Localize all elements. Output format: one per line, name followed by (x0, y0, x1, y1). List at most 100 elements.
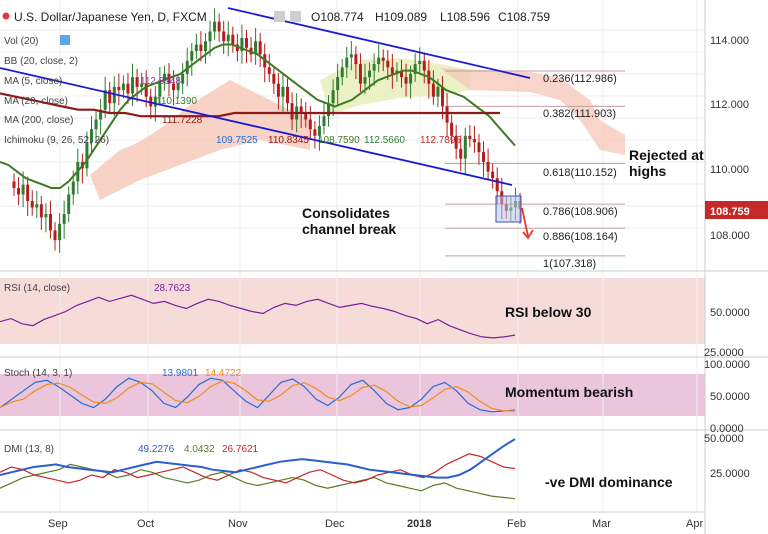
candle-body[interactable] (162, 73, 166, 81)
candle-body[interactable] (222, 31, 226, 42)
legend-bb[interactable]: BB (20, close, 2) (4, 56, 78, 67)
candle-body[interactable] (450, 122, 454, 136)
candle-body[interactable] (358, 64, 362, 84)
candle-body[interactable] (217, 21, 221, 32)
candle-body[interactable] (463, 135, 467, 159)
candle-body[interactable] (12, 181, 16, 188)
candle-body[interactable] (99, 109, 103, 120)
candle-body[interactable] (386, 60, 390, 68)
candle-body[interactable] (158, 80, 162, 97)
legend-ma200[interactable]: MA (200, close) (4, 115, 73, 126)
candle-body[interactable] (112, 86, 116, 104)
candle-body[interactable] (121, 83, 125, 91)
candle-body[interactable] (39, 204, 43, 218)
ma20-line[interactable] (0, 43, 516, 189)
candle-body[interactable] (194, 44, 198, 52)
candle-body[interactable] (44, 214, 48, 218)
candle-body[interactable] (377, 57, 381, 65)
candle-body[interactable] (409, 73, 413, 84)
eye-icon[interactable] (274, 11, 285, 22)
candle-body[interactable] (404, 77, 408, 84)
candle-body[interactable] (349, 54, 353, 58)
dmi-minus-di-line[interactable] (0, 453, 516, 484)
legend-vol[interactable]: Vol (20) (4, 36, 38, 47)
candle-body[interactable] (281, 86, 285, 97)
candle-body[interactable] (436, 86, 440, 97)
candle-body[interactable] (286, 86, 290, 104)
candle-body[interactable] (381, 57, 385, 61)
candle-body[interactable] (48, 214, 52, 231)
candle-body[interactable] (331, 90, 335, 104)
legend-ma5[interactable]: MA (5, close) (4, 76, 62, 87)
candle-body[interactable] (290, 103, 294, 120)
candle-body[interactable] (254, 41, 258, 55)
candle-body[interactable] (140, 83, 144, 87)
candle-body[interactable] (108, 90, 112, 104)
candle-body[interactable] (431, 83, 435, 97)
candle-body[interactable] (308, 119, 312, 130)
candle-body[interactable] (368, 70, 372, 78)
candle-body[interactable] (240, 38, 244, 52)
candle-body[interactable] (30, 201, 34, 208)
candle-body[interactable] (176, 83, 180, 91)
candle-body[interactable] (17, 187, 21, 195)
legend-stoch[interactable]: Stoch (14, 3, 1) (4, 368, 72, 379)
candle-body[interactable] (117, 86, 121, 91)
candle-body[interactable] (199, 44, 203, 52)
candle-body[interactable] (235, 44, 239, 52)
candle-body[interactable] (345, 57, 349, 68)
candle-body[interactable] (258, 41, 262, 55)
candle-body[interactable] (363, 77, 367, 84)
candle-body[interactable] (413, 64, 417, 74)
candle-body[interactable] (103, 90, 107, 110)
legend-ma20[interactable]: MA (20, close) (4, 96, 68, 107)
candle-body[interactable] (153, 96, 157, 107)
candle-body[interactable] (354, 54, 358, 65)
candle-body[interactable] (477, 142, 481, 153)
candle-body[interactable] (135, 77, 139, 87)
candle-body[interactable] (272, 73, 276, 84)
candle-body[interactable] (172, 83, 176, 91)
dmi-adx-line[interactable] (0, 438, 516, 479)
candle-body[interactable] (445, 106, 449, 123)
candle-body[interactable] (144, 83, 148, 97)
candle-body[interactable] (231, 34, 235, 45)
candle-body[interactable] (213, 21, 217, 32)
candle-body[interactable] (71, 181, 75, 195)
candle-body[interactable] (336, 77, 340, 91)
candle-body[interactable] (491, 171, 495, 179)
candle-body[interactable] (486, 161, 490, 172)
stoch-k-line[interactable] (0, 377, 516, 413)
candle-body[interactable] (181, 73, 185, 84)
channel-lower-line[interactable] (0, 67, 513, 186)
candle-body[interactable] (58, 223, 62, 241)
candle-body[interactable] (208, 31, 212, 42)
candle-body[interactable] (53, 230, 57, 241)
candle-body[interactable] (299, 106, 303, 113)
candle-body[interactable] (226, 34, 230, 42)
candle-body[interactable] (267, 67, 271, 74)
candle-body[interactable] (26, 184, 30, 201)
candle-body[interactable] (244, 38, 248, 48)
candle-body[interactable] (317, 126, 321, 136)
candle-body[interactable] (327, 103, 331, 117)
candle-body[interactable] (190, 51, 194, 61)
candle-body[interactable] (454, 135, 458, 149)
ma200-line[interactable] (0, 92, 500, 118)
candle-body[interactable] (67, 194, 71, 215)
candle-body[interactable] (482, 152, 486, 162)
candle-body[interactable] (459, 148, 463, 159)
candle-body[interactable] (21, 184, 25, 195)
vol-eye-icon[interactable] (60, 35, 70, 45)
legend-rsi[interactable]: RSI (14, close) (4, 283, 70, 294)
candle-body[interactable] (468, 135, 472, 140)
candle-body[interactable] (340, 67, 344, 78)
candle-body[interactable] (85, 142, 89, 169)
candle-body[interactable] (313, 129, 317, 136)
candle-body[interactable] (35, 204, 39, 208)
candle-body[interactable] (62, 214, 66, 224)
legend-ichimoku[interactable]: Ichimoku (9, 26, 52, 26) (4, 135, 109, 146)
candle-body[interactable] (399, 70, 403, 78)
legend-dmi[interactable]: DMI (13, 8) (4, 444, 54, 455)
